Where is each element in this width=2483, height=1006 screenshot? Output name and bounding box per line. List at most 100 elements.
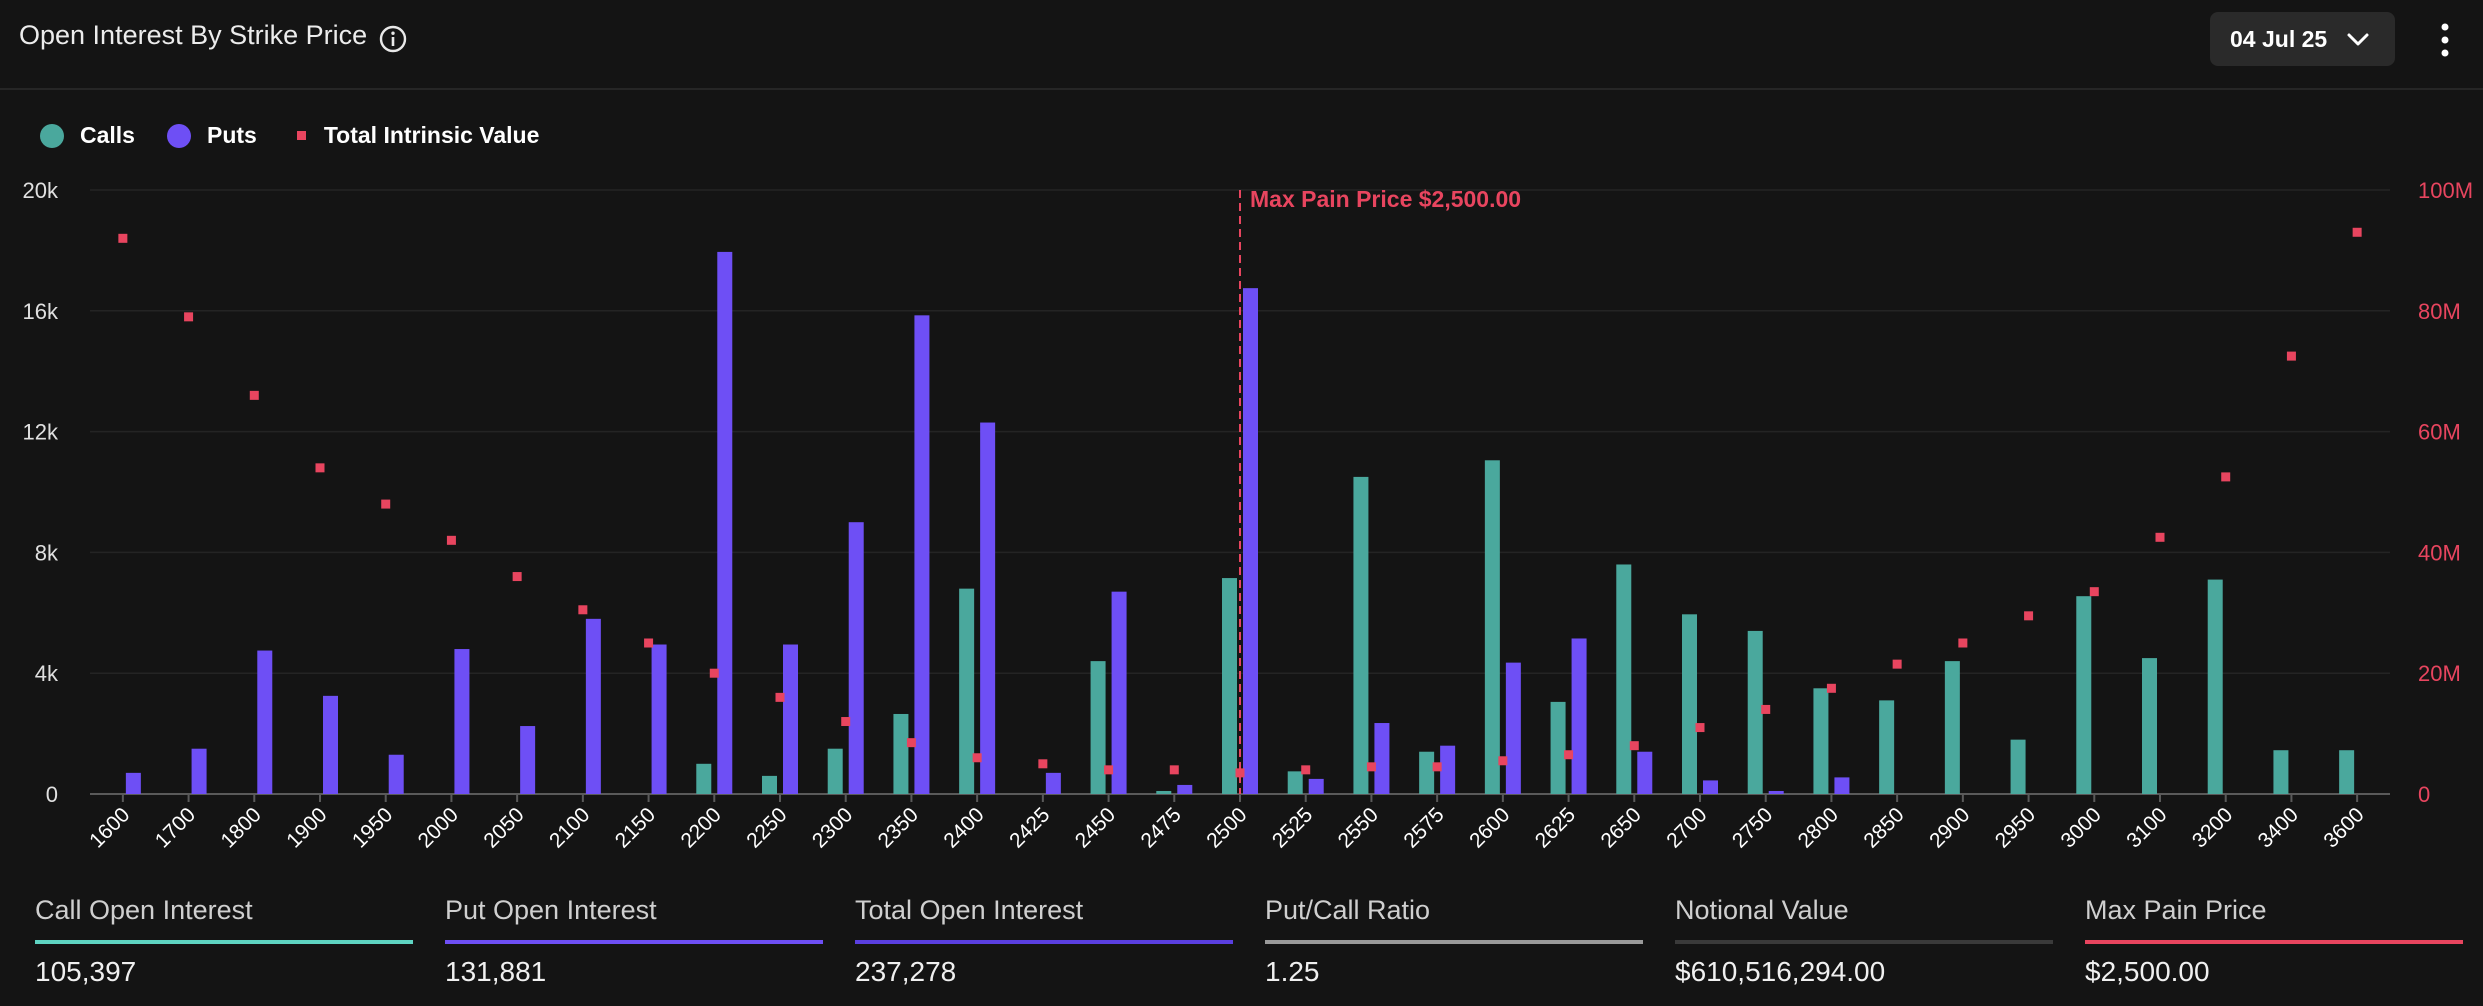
- y-right-tick-label: 60M: [2418, 420, 2461, 445]
- calls-bar: [1682, 614, 1697, 794]
- intrinsic-value-point: [315, 463, 325, 473]
- calls-bar: [2076, 596, 2092, 794]
- legend-label-calls: Calls: [80, 122, 135, 148]
- x-tick-label: 2150: [611, 803, 660, 852]
- puts-bar: [1308, 778, 1324, 794]
- calls-bar: [959, 588, 975, 794]
- intrinsic-value-point: [972, 753, 982, 763]
- stat-value: 1.25: [1265, 956, 1320, 987]
- intrinsic-value-point: [1564, 750, 1574, 760]
- stat-underline: [1265, 940, 1643, 944]
- calls-bar: [1747, 630, 1763, 794]
- puts-bar: [1111, 591, 1127, 794]
- puts-bar: [980, 422, 996, 794]
- puts-bar: [125, 772, 141, 794]
- intrinsic-value-point: [1169, 765, 1179, 775]
- y-right-tick-label: 80M: [2418, 299, 2461, 324]
- intrinsic-value-point: [1301, 765, 1311, 775]
- x-tick-label: 2200: [677, 803, 726, 852]
- x-tick-label: 3200: [2188, 803, 2237, 852]
- calls-bar: [893, 713, 909, 794]
- intrinsic-value-point: [118, 233, 128, 243]
- intrinsic-value-point: [1958, 638, 1968, 648]
- x-tick-label: 2050: [479, 803, 528, 852]
- puts-bar: [1177, 784, 1193, 794]
- x-tick-label: 2525: [1268, 803, 1317, 852]
- intrinsic-value-point: [2024, 611, 2034, 621]
- y-right-tick-label: 40M: [2418, 540, 2461, 565]
- open-interest-chart: 0 0 4k 20M 8k 40M 12k 60M 16k 80M 20k 100M 1600 1700 1…: [23, 178, 2474, 853]
- intrinsic-value-point: [2352, 227, 2362, 237]
- calls-swatch: [40, 123, 64, 148]
- intrinsic-value-point: [578, 605, 588, 615]
- intrinsic-value-point: [512, 572, 522, 582]
- intrinsic-value-point: [184, 312, 194, 322]
- calls-bar: [2273, 750, 2289, 794]
- y-left-tick-label: 16k: [23, 299, 59, 324]
- x-tick-label: 3100: [2122, 803, 2171, 852]
- intrinsic-value-point: [1695, 723, 1705, 733]
- puts-bar: [1045, 772, 1061, 794]
- chart-legend: Calls Puts Total Intrinsic Value: [40, 122, 571, 149]
- legend-item-intrinsic[interactable]: Total Intrinsic Value: [289, 122, 540, 149]
- calls-bar: [696, 763, 712, 794]
- stat-underline: [445, 940, 823, 944]
- intrinsic-value-point: [1104, 765, 1114, 775]
- calls-bar: [2339, 750, 2355, 794]
- intrinsic-value-point: [1826, 683, 1836, 693]
- more-vertical-icon[interactable]: [2432, 20, 2458, 60]
- stat-underline: [2085, 940, 2463, 944]
- intrinsic-value-point: [775, 692, 785, 702]
- intrinsic-value-point: [906, 738, 916, 748]
- stat-value: $2,500.00: [2085, 956, 2210, 987]
- puts-bar: [388, 754, 404, 794]
- calls-bar: [2207, 579, 2223, 794]
- calls-bar: [1156, 790, 1172, 794]
- page-title: Open Interest By Strike Price: [19, 20, 368, 50]
- chevron-down-icon: [2347, 33, 2369, 46]
- puts-bar: [1505, 662, 1521, 794]
- legend-item-calls[interactable]: Calls: [40, 122, 135, 149]
- y-left-tick-label: 4k: [35, 661, 59, 686]
- x-tick-label: 2750: [1728, 803, 1777, 852]
- y-left-tick-label: 0: [46, 782, 58, 807]
- calls-bar: [1944, 661, 1960, 794]
- puts-bar: [651, 644, 667, 794]
- x-tick-label: 2600: [1465, 803, 1514, 852]
- legend-label-puts: Puts: [206, 122, 257, 148]
- x-tick-label: 3000: [2057, 803, 2106, 852]
- max-pain-annotation: Max Pain Price $2,500.00: [1250, 186, 1521, 212]
- legend-item-puts[interactable]: Puts: [166, 122, 257, 149]
- info-icon[interactable]: [378, 24, 408, 54]
- puts-bar: [454, 649, 470, 794]
- calls-bar: [1287, 771, 1303, 794]
- puts-bar: [848, 522, 864, 794]
- x-tick-label: 2800: [1794, 803, 1843, 852]
- stat-value: $610,516,294.00: [1675, 956, 1886, 987]
- intrinsic-value-point: [2089, 587, 2099, 597]
- stat-label: Call Open Interest: [35, 895, 253, 925]
- puts-bar: [585, 618, 601, 794]
- puts-bar: [191, 748, 207, 794]
- calls-bar: [2010, 739, 2026, 794]
- puts-bar: [783, 644, 798, 794]
- x-tick-label: 2425: [1005, 803, 1054, 852]
- stat-underline: [855, 940, 1233, 944]
- x-tick-label: 2300: [808, 803, 857, 852]
- calls-bar: [762, 775, 777, 794]
- stat-label: Max Pain Price: [2085, 895, 2267, 925]
- puts-bar: [1703, 780, 1718, 794]
- intrinsic-value-point: [1432, 762, 1442, 772]
- calls-bar: [1419, 751, 1435, 794]
- puts-bar: [1374, 723, 1390, 794]
- puts-bar: [914, 315, 930, 794]
- x-tick-label: 1950: [348, 803, 397, 852]
- calls-bar: [1550, 701, 1566, 794]
- puts-bar: [323, 695, 338, 794]
- intrinsic-value-point: [446, 535, 456, 545]
- intrinsic-value-point: [1366, 762, 1376, 772]
- stat-underline: [1675, 940, 2053, 944]
- date-selector[interactable]: 04 Jul 25: [2210, 12, 2395, 66]
- legend-label-intrinsic: Total Intrinsic Value: [323, 122, 540, 148]
- puts-bar: [717, 251, 733, 794]
